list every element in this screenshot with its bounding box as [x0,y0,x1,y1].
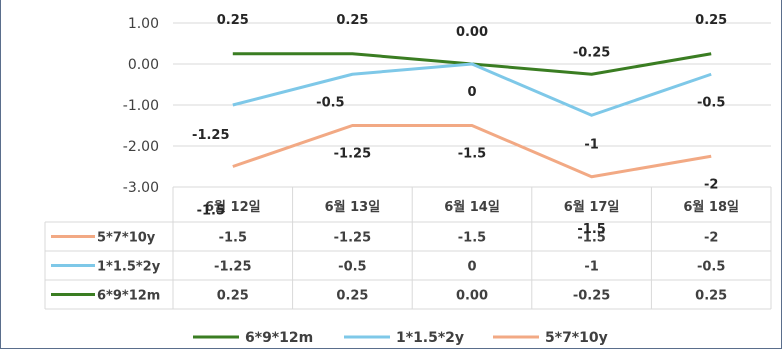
series-line [232,62,712,117]
x-tick-label: 6월 13일 [325,199,381,215]
table-cell: -0.5 [697,260,725,275]
table-cell: -1.5 [219,231,247,246]
table-cell: 0.00 [456,289,488,304]
table-cell: 0.25 [695,289,727,304]
table-cell: -1.5 [458,231,486,246]
x-tick-label: 6월 12일 [205,199,261,215]
table-cell: 0 [467,260,476,275]
table-cell: 0.25 [217,289,249,304]
data-label: -0.5 [697,95,725,110]
data-label: -1.25 [334,147,371,162]
data-label: 0.25 [217,13,249,28]
data-table: 6월 12일 6월 13일 6월 14일 6월 17일 6월 18일 5*7*10y -1.… [44,186,772,310]
table-series-name: 5*7*10y [97,231,156,246]
y-tick-label: -3.00 [123,180,159,196]
data-label: -1.5 [197,204,225,219]
data-label: -1 [584,137,598,152]
data-label: -1.5 [458,147,486,162]
data-label: -0.5 [316,95,344,110]
legend: 6*9*12m 1*1.5*2y 5*7*10y [193,330,608,346]
data-label: -0.25 [573,45,610,60]
table-series-name: 1*1.5*2y [97,260,161,275]
series-line [232,124,712,179]
data-label: 0 [467,85,476,100]
x-tick-label: 6월 18일 [683,199,739,215]
legend-label: 6*9*12m [245,330,313,346]
data-label: 0.25 [336,13,368,28]
table-cell: -0.5 [338,260,366,275]
x-tick-label: 6월 17일 [564,199,620,215]
table-cell: -0.25 [573,289,610,304]
table-cell: -1.5 [577,231,605,246]
y-tick-label: 1.00 [128,16,159,32]
data-label: -1.5 [577,222,605,237]
data-label: 0.00 [456,25,488,40]
table-cell: -1.25 [214,260,251,275]
table-cell: -2 [704,231,718,246]
legend-label: 5*7*10y [545,330,608,346]
data-label: 0.25 [695,13,727,28]
data-label: -2 [704,177,718,192]
data-label: -1.25 [192,128,229,143]
y-tick-label: -2.00 [123,139,159,155]
table-cell: 0.25 [336,289,368,304]
table-series-name: 6*9*12m [97,289,160,304]
y-tick-label: -1.00 [123,98,159,114]
table-cell: -1 [584,260,598,275]
table-cell: -1.25 [334,231,371,246]
legend-label: 1*1.5*2y [396,330,464,346]
y-tick-label: 0.00 [128,57,159,73]
x-tick-label: 6월 14일 [444,199,500,215]
